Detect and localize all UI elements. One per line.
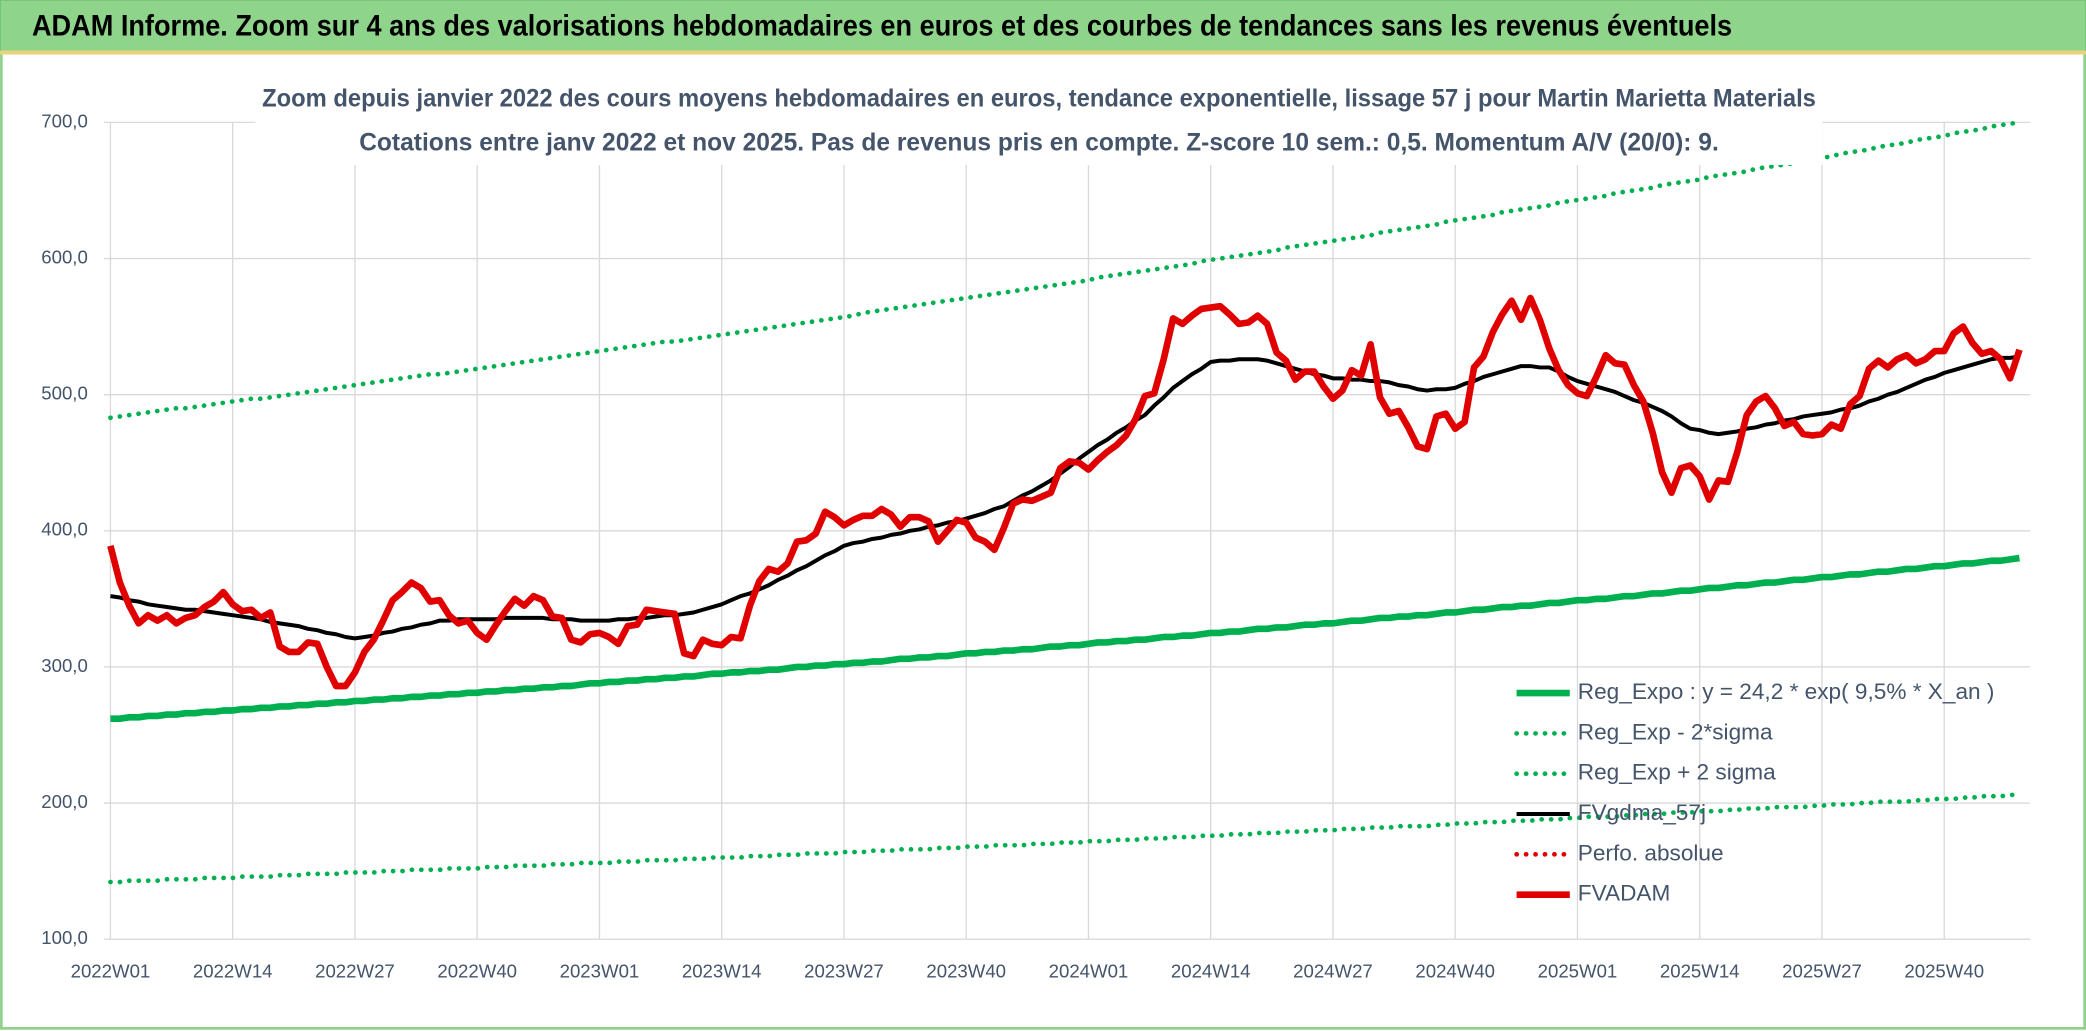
x-tick-label: 2024W27 bbox=[1293, 960, 1373, 981]
x-tick-label: 2023W40 bbox=[926, 960, 1006, 981]
header-bar bbox=[0, 0, 2086, 54]
x-tick-label: 2023W14 bbox=[682, 960, 762, 981]
legend-label: Perfo. absolue bbox=[1578, 840, 1724, 865]
series-line bbox=[110, 554, 2020, 722]
y-tick-label: 300,0 bbox=[41, 655, 88, 676]
x-tick-label: 2022W27 bbox=[315, 960, 395, 981]
chart-subtitle: Cotations entre janv 2022 et nov 2025. P… bbox=[359, 128, 1719, 156]
legend-label: FVADAM bbox=[1578, 881, 1671, 906]
header-title: ADAM Informe. Zoom sur 4 ans des valoris… bbox=[32, 11, 1732, 43]
legend-label: Reg_Exp + 2 sigma bbox=[1578, 760, 1776, 785]
x-tick-label: 2024W14 bbox=[1171, 960, 1251, 981]
x-tick-label: 2023W27 bbox=[804, 960, 884, 981]
x-tick-label: 2025W14 bbox=[1660, 960, 1740, 981]
y-tick-label: 500,0 bbox=[41, 383, 88, 404]
legend: Reg_Expo : y = 24,2 * exp( 9,5% * X_an )… bbox=[1514, 679, 1995, 906]
x-tick-label: 2022W14 bbox=[193, 960, 273, 981]
y-tick-label: 600,0 bbox=[41, 246, 88, 267]
x-tick-label: 2025W40 bbox=[1904, 960, 1984, 981]
title-box bbox=[255, 79, 1823, 165]
y-tick-label: 200,0 bbox=[41, 791, 88, 812]
legend-label: FVgdma_57j bbox=[1578, 800, 1706, 825]
header-underline bbox=[0, 50, 2086, 55]
legend-label: Reg_Expo : y = 24,2 * exp( 9,5% * X_an ) bbox=[1578, 679, 1995, 704]
chart-title: Zoom depuis janvier 2022 des cours moyen… bbox=[262, 84, 1816, 112]
series-line bbox=[110, 354, 2020, 641]
x-tick-label: 2025W27 bbox=[1782, 960, 1862, 981]
series-line bbox=[108, 792, 2022, 885]
x-tick-label: 2022W40 bbox=[437, 960, 517, 981]
series-line bbox=[107, 294, 2023, 690]
y-tick-label: 400,0 bbox=[41, 519, 88, 540]
x-tick-label: 2023W01 bbox=[560, 960, 640, 981]
x-tick-label: 2025W01 bbox=[1538, 960, 1618, 981]
x-tick-label: 2024W01 bbox=[1049, 960, 1129, 981]
y-tick-label: 700,0 bbox=[41, 110, 88, 131]
series-line bbox=[108, 120, 2022, 421]
y-tick-label: 100,0 bbox=[41, 927, 88, 948]
legend-label: Reg_Exp - 2*sigma bbox=[1578, 719, 1773, 744]
x-tick-label: 2022W01 bbox=[71, 960, 151, 981]
x-tick-label: 2024W40 bbox=[1415, 960, 1495, 981]
